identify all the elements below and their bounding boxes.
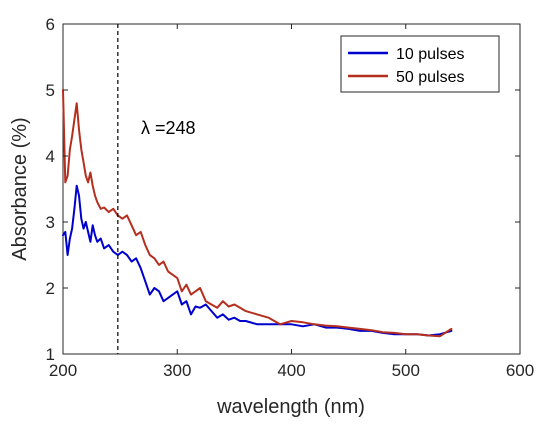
x-tick-label: 400 bbox=[277, 361, 305, 380]
legend-label-50-pulses: 50 pulses bbox=[396, 69, 465, 86]
ticks-layer: 200 300 400 500 600 1 2 3 4 5 6 bbox=[46, 15, 535, 380]
series-line-10-pulses bbox=[62, 184, 453, 337]
series-layer bbox=[62, 89, 453, 338]
y-tick-label: 4 bbox=[46, 147, 55, 166]
x-tick-label: 200 bbox=[49, 361, 77, 380]
legend-label-10-pulses: 10 pulses bbox=[396, 46, 465, 63]
x-tick-label: 500 bbox=[392, 361, 420, 380]
legend: 10 pulses 50 pulses bbox=[340, 35, 500, 93]
y-tick-label: 5 bbox=[46, 81, 55, 100]
y-tick-label: 1 bbox=[46, 345, 55, 364]
y-tick-label: 3 bbox=[46, 213, 55, 232]
x-tick-label: 600 bbox=[506, 361, 534, 380]
y-tick-label: 2 bbox=[46, 279, 55, 298]
x-tick-label: 300 bbox=[163, 361, 191, 380]
legend-box bbox=[340, 35, 500, 93]
series-line-50-pulses bbox=[62, 89, 453, 338]
y-tick-label: 6 bbox=[46, 15, 55, 34]
x-axis-label: wavelength (nm) bbox=[216, 396, 365, 418]
y-axis-label: Absorbance (%) bbox=[9, 117, 31, 260]
wavelength-annotation: λ =248 bbox=[141, 118, 196, 138]
